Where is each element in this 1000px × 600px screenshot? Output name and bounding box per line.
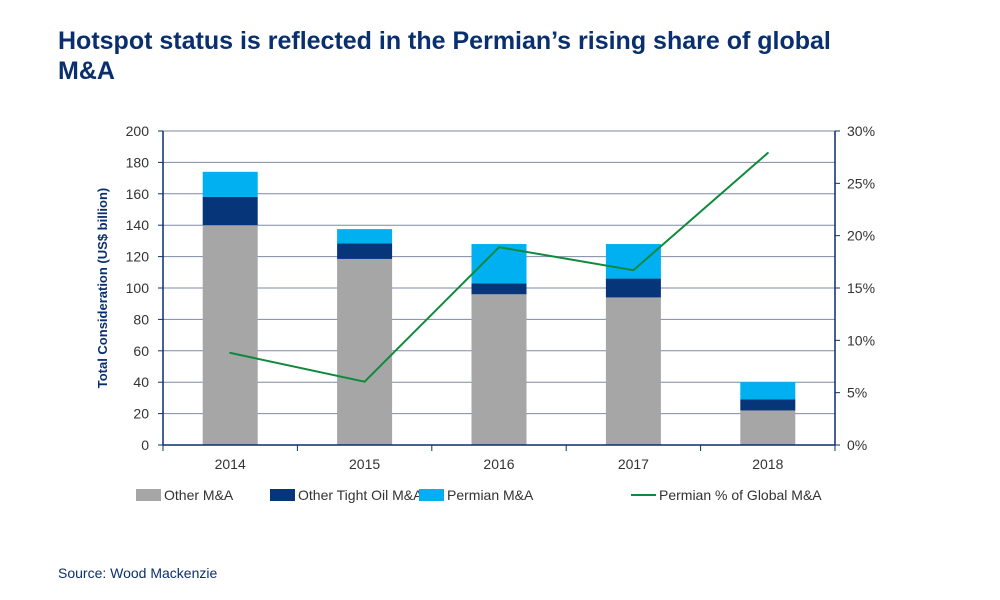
y-tick-label: 200: [126, 123, 150, 139]
y-tick-label: 60: [133, 343, 149, 359]
y-tick-label: 80: [133, 311, 149, 327]
bar-other-tight-oil-m-a: [202, 196, 258, 226]
bar-permian-m-a: [337, 229, 393, 244]
line-point: [498, 246, 500, 249]
legend-label: Permian % of Global M&A: [659, 487, 822, 503]
y-tick-label: 40: [133, 374, 149, 390]
line-point: [363, 380, 366, 383]
bar-permian-m-a: [605, 244, 661, 279]
y-tick-label: 160: [126, 186, 150, 202]
y2-tick-label: 10%: [847, 332, 875, 348]
bar-other-m-a: [471, 294, 527, 445]
y-tick-label: 120: [126, 249, 150, 265]
legend-swatch: [270, 489, 295, 501]
y2-tick-label: 15%: [847, 280, 875, 296]
bar-other-tight-oil-m-a: [740, 399, 796, 411]
y-tick-label: 0: [141, 437, 149, 453]
y-tick-label: 20: [133, 406, 149, 422]
y-tick-label: 140: [126, 217, 150, 233]
x-tick-label: 2016: [483, 456, 514, 472]
chart-title: Hotspot status is reflected in the Permi…: [58, 27, 831, 85]
y2-tick-label: 30%: [847, 123, 875, 139]
bar-other-tight-oil-m-a: [471, 283, 527, 295]
legend-label: Permian M&A: [447, 487, 534, 503]
y2-tick-label: 0%: [847, 437, 867, 453]
legend-swatch: [136, 489, 161, 501]
legend-label: Other M&A: [164, 487, 234, 503]
line-point: [229, 351, 232, 354]
bar-permian-m-a: [202, 171, 258, 197]
bar-permian-m-a: [740, 382, 796, 400]
y2-tick-label: 25%: [847, 175, 875, 191]
x-tick-label: 2017: [618, 456, 649, 472]
legend-label: Other Tight Oil M&A: [298, 487, 423, 503]
y-axis-label: Total Consideration (US$ billion): [95, 188, 110, 389]
legend-swatch: [419, 489, 444, 501]
y2-tick-label: 20%: [847, 228, 875, 244]
bar-other-m-a: [740, 410, 796, 445]
y2-tick-label: 5%: [847, 385, 867, 401]
bar-other-m-a: [202, 225, 258, 445]
x-tick-label: 2014: [215, 456, 246, 472]
y-tick-label: 180: [126, 154, 150, 170]
line-point: [632, 269, 635, 272]
bar-other-tight-oil-m-a: [337, 243, 393, 259]
bar-other-m-a: [605, 297, 661, 445]
x-tick-label: 2018: [752, 456, 783, 472]
source-note: Source: Wood Mackenzie: [58, 565, 218, 581]
bar-other-m-a: [337, 258, 393, 445]
x-tick-label: 2015: [349, 456, 380, 472]
line-point: [766, 151, 769, 154]
y-tick-label: 100: [126, 280, 150, 296]
bar-other-tight-oil-m-a: [605, 278, 661, 298]
